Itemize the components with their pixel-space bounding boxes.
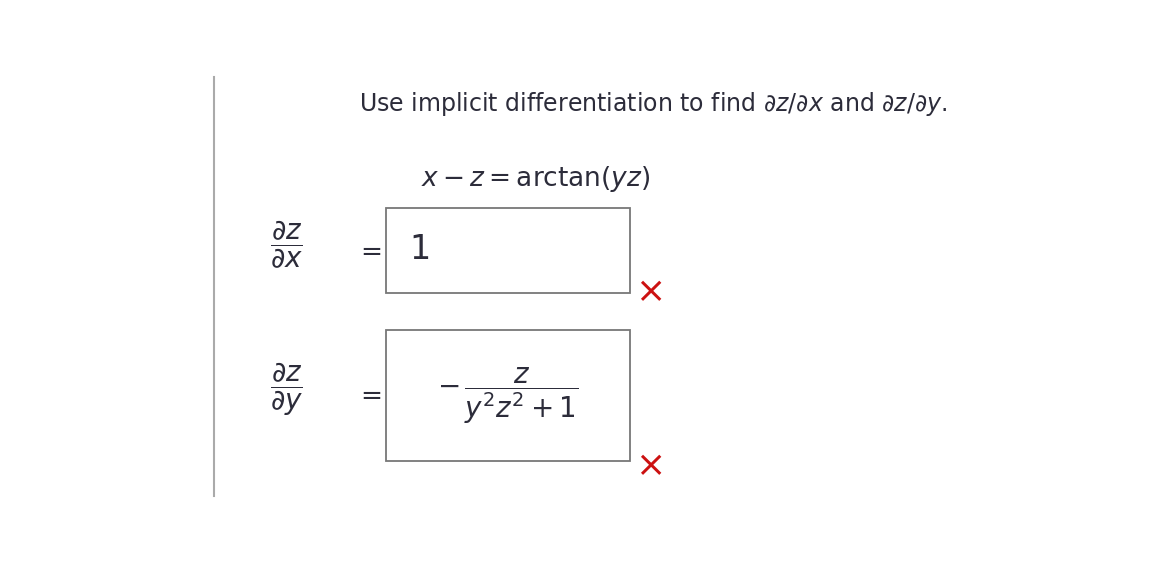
Text: $\dfrac{\partial z}{\partial y}$: $\dfrac{\partial z}{\partial y}$ (270, 360, 303, 418)
Text: $x - z = \mathrm{arctan}(yz)$: $x - z = \mathrm{arctan}(yz)$ (420, 164, 649, 194)
Text: $\dfrac{\partial z}{\partial x}$: $\dfrac{\partial z}{\partial x}$ (270, 219, 303, 271)
Text: $\times$: $\times$ (634, 448, 662, 483)
Text: $1$: $1$ (409, 232, 429, 266)
Bar (385, 330, 631, 461)
Text: Use implicit differentiation to find $\partial z/\partial x$ and $\partial z/\pa: Use implicit differentiation to find $\p… (359, 90, 947, 118)
Text: $-\,\dfrac{z}{y^2z^2+1}$: $-\,\dfrac{z}{y^2z^2+1}$ (437, 365, 579, 426)
Text: $=$: $=$ (355, 238, 381, 264)
Text: $\times$: $\times$ (634, 274, 662, 308)
Bar (385, 208, 631, 293)
Text: $=$: $=$ (355, 383, 381, 408)
